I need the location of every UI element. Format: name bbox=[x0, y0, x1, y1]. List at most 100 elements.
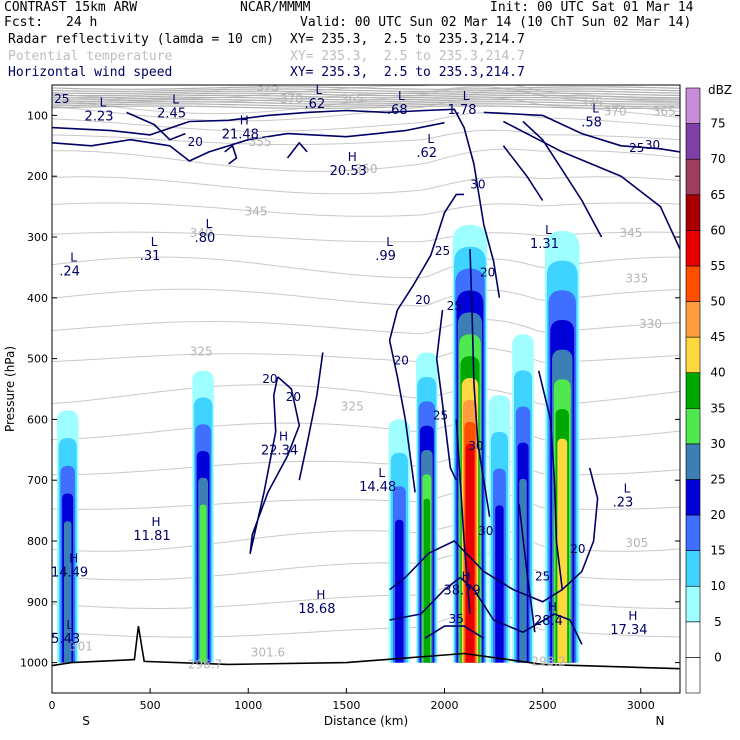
y-tick-label: 700 bbox=[27, 474, 48, 487]
wind-contour bbox=[502, 145, 544, 201]
wind-contour-label: 30 bbox=[645, 138, 660, 152]
wind-contour-label: 25 bbox=[433, 408, 448, 422]
extremum-marker: L bbox=[70, 250, 77, 264]
isentrope-line bbox=[52, 176, 680, 195]
extremum-marker: H bbox=[240, 114, 249, 128]
x-axis-label: Distance (km) bbox=[324, 714, 408, 728]
wind-contour-label: 20 bbox=[286, 390, 301, 404]
extremum-value: 18.68 bbox=[298, 602, 335, 617]
extremum-value: 1.31 bbox=[530, 237, 559, 252]
forecast-label: Fcst: bbox=[4, 15, 44, 30]
isentrope-line bbox=[52, 581, 680, 609]
extremum-marker: L bbox=[386, 235, 393, 249]
reflectivity-cell bbox=[395, 519, 404, 663]
extremum-marker: H bbox=[69, 551, 78, 565]
isentrope-line bbox=[52, 101, 680, 105]
colorbar-swatch bbox=[685, 336, 701, 374]
extremum-marker: L bbox=[151, 235, 158, 249]
isentrope-label: 345 bbox=[245, 205, 268, 219]
isentrope-line bbox=[52, 551, 680, 581]
x-tick-label: 500 bbox=[140, 699, 161, 712]
isentrope-label: 375 bbox=[580, 95, 603, 109]
extremum-value: 28.4 bbox=[534, 614, 563, 629]
x-tick-label: 3000 bbox=[627, 699, 655, 712]
colorbar-swatch bbox=[685, 301, 701, 338]
isentrope-label: 325 bbox=[190, 345, 213, 359]
model-title: CONTRAST 15km ARW bbox=[4, 0, 138, 15]
colorbar-swatch bbox=[685, 550, 701, 587]
y-tick-label: 200 bbox=[27, 170, 48, 183]
y-tick-label: 1000 bbox=[20, 657, 48, 670]
extremum-value: 11.81 bbox=[133, 529, 170, 544]
colorbar-tick-label: 50 bbox=[710, 295, 725, 309]
extremum-value: .99 bbox=[375, 249, 396, 264]
field-2-xy: XY= 235.3, 2.5 to 235.3,214.7 bbox=[290, 49, 525, 64]
colorbar-swatch bbox=[685, 87, 701, 124]
isentrope-label: 365 bbox=[341, 92, 364, 106]
extremum-value: 20.53 bbox=[330, 164, 367, 179]
colorbar-tick-label: 10 bbox=[710, 579, 725, 593]
isentrope-label: 355 bbox=[249, 135, 272, 149]
colorbar-tick-label: 25 bbox=[710, 472, 725, 486]
colorbar-title: dBZ bbox=[708, 83, 732, 97]
extremum-marker: H bbox=[628, 609, 637, 623]
extremum-value: 5.43 bbox=[51, 632, 80, 647]
reflectivity-cell bbox=[199, 504, 207, 663]
wind-contour-label: 30 bbox=[478, 524, 493, 538]
y-tick-label: 900 bbox=[27, 596, 48, 609]
isentrope-label: 305 bbox=[625, 536, 648, 550]
wind-contour-label: 20 bbox=[415, 293, 430, 307]
colorbar: 0 5 10 15 20 25 30 35 40 45 50 55 60 65 70 75 bbox=[685, 87, 726, 694]
isentrope-label: 296.7 bbox=[188, 658, 222, 672]
y-tick-label: 400 bbox=[27, 292, 48, 305]
wind-contour bbox=[483, 111, 680, 153]
isentrope-label: 298.2 bbox=[531, 655, 565, 669]
extremum-marker: L bbox=[378, 466, 385, 480]
field-3-xy: XY= 235.3, 2.5 to 235.3,214.7 bbox=[290, 65, 525, 80]
x-end-right: N bbox=[656, 714, 665, 728]
colorbar-tick-label: 75 bbox=[710, 117, 725, 131]
isentrope-label: 370 bbox=[604, 104, 627, 118]
colorbar-tick-label: 35 bbox=[710, 401, 725, 415]
colorbar-swatch bbox=[685, 372, 701, 409]
wind-contour-label: 35 bbox=[449, 612, 464, 626]
y-tick-label: 800 bbox=[27, 535, 48, 548]
y-tick-label: 500 bbox=[27, 353, 48, 366]
extremum-value: .24 bbox=[59, 264, 80, 279]
wind-contour bbox=[388, 193, 465, 493]
colorbar-swatch bbox=[685, 443, 701, 480]
extremum-value: 38.79 bbox=[443, 584, 480, 599]
extremum-value: 17.34 bbox=[610, 623, 647, 638]
isentrope-label: 335 bbox=[625, 272, 648, 286]
colorbar-tick-label: 70 bbox=[710, 152, 725, 166]
extremum-marker: L bbox=[427, 132, 434, 146]
wind-contour-label: 30 bbox=[470, 177, 485, 191]
isentrope-line bbox=[52, 231, 680, 243]
extremum-marker: L bbox=[463, 89, 470, 103]
extremum-marker: L bbox=[100, 95, 107, 109]
colorbar-tick-label: 20 bbox=[710, 508, 725, 522]
isentrope-label: 365 bbox=[653, 104, 676, 118]
x-tick-label: 0 bbox=[49, 699, 56, 712]
colorbar-swatch bbox=[685, 514, 701, 551]
extremum-marker: L bbox=[398, 89, 405, 103]
wind-contour bbox=[537, 370, 564, 590]
colorbar-swatch bbox=[685, 585, 701, 623]
wind-contour bbox=[52, 121, 445, 162]
field-1-name: Radar reflectivity (lamda = 10 cm) bbox=[8, 32, 275, 47]
isentrope-label: 375 bbox=[256, 80, 279, 94]
wind-contour-label: 20 bbox=[394, 354, 409, 368]
colorbar-tick-label: 5 bbox=[714, 615, 722, 629]
isentrope-label: 330 bbox=[639, 317, 662, 331]
extremum-marker: L bbox=[316, 83, 323, 97]
wind-contour bbox=[518, 504, 536, 633]
extremum-value: 14.48 bbox=[359, 480, 396, 495]
extremum-marker: H bbox=[462, 570, 471, 584]
isentrope-label: 301 bbox=[70, 639, 93, 653]
isentrope-label: 370 bbox=[280, 92, 303, 106]
colorbar-tick-label: 60 bbox=[710, 223, 725, 237]
colorbar-swatch bbox=[685, 230, 701, 267]
wind-contour-label: 20 bbox=[570, 542, 585, 556]
plot-frame bbox=[51, 84, 681, 694]
